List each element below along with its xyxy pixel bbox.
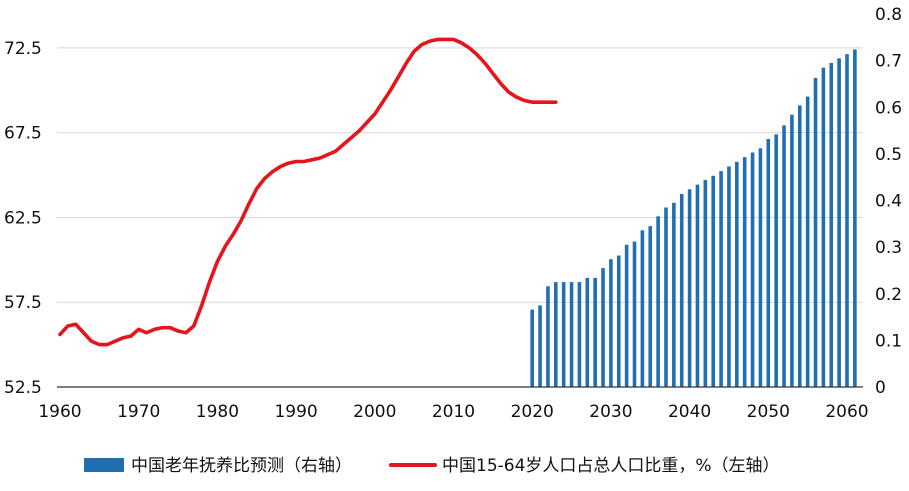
left-tick-label: 57.5 [4, 293, 42, 313]
bar-2035 [648, 226, 653, 387]
bar-2032 [624, 244, 629, 387]
bar-2061 [853, 49, 857, 387]
left-tick-label: 67.5 [4, 124, 42, 144]
legend-swatch-bar [84, 458, 124, 472]
bar-2022 [546, 286, 550, 387]
x-tick-label: 2030 [589, 402, 632, 422]
left-tick-label: 72.5 [4, 39, 42, 59]
right-tick-label: 0.6 [875, 98, 902, 118]
bar-2042 [703, 179, 708, 387]
x-tick-label: 2020 [511, 402, 554, 422]
bar-2053 [790, 114, 794, 388]
right-tick-label: 0.2 [875, 285, 902, 305]
bar-2060 [845, 54, 849, 387]
right-tick-label: 0.7 [875, 52, 902, 72]
x-tick-label: 2060 [825, 402, 868, 422]
bar-2028 [593, 277, 597, 387]
right-tick-label: 0 [875, 378, 886, 398]
bar-2027 [585, 277, 590, 387]
bar-2037 [664, 207, 668, 387]
right-tick-label: 0.1 [875, 331, 902, 351]
bar-2021 [538, 305, 542, 387]
legend-label-line: 中国15-64岁人口占总人口比重，%（左轴） [442, 456, 780, 476]
bar-2020 [530, 309, 534, 387]
bar-2039 [679, 193, 684, 387]
bar-2029 [601, 268, 605, 387]
bar-2057 [821, 67, 826, 388]
left-tick-label: 52.5 [4, 378, 42, 398]
legend-label-bars: 中国老年抚养比预测（右轴） [131, 456, 352, 476]
left-tick-label: 62.5 [4, 208, 42, 228]
bar-2052 [782, 125, 786, 388]
bar-2043 [711, 175, 716, 387]
bar-2051 [774, 134, 778, 387]
left-axis-ticks: 52.5 57.5 62.5 67.5 72.5 [4, 39, 42, 398]
bar-2047 [742, 157, 747, 387]
bar-2036 [656, 216, 660, 387]
bar-2059 [837, 58, 841, 387]
bar-2024 [561, 282, 566, 387]
bar-2023 [554, 282, 558, 387]
bar-2031 [616, 255, 621, 387]
bar-2048 [750, 152, 755, 387]
bar-2050 [766, 138, 771, 387]
legend: 中国老年抚养比预测（右轴） 中国15-64岁人口占总人口比重，%（左轴） [84, 456, 780, 476]
bar-2049 [758, 148, 763, 387]
right-tick-label: 0.4 [875, 192, 902, 212]
right-tick-label: 0.8 [875, 5, 902, 25]
x-tick-label: 1990 [274, 402, 317, 422]
bar-2056 [813, 77, 818, 387]
bar-2030 [609, 259, 613, 387]
bar-2040 [687, 189, 692, 387]
x-tick-label: 2000 [353, 402, 396, 422]
bar-2046 [735, 161, 739, 387]
bar-2034 [640, 230, 645, 387]
x-tick-label: 2010 [432, 402, 475, 422]
bar-2044 [719, 171, 723, 387]
bar-2041 [695, 184, 700, 387]
x-tick-label: 1970 [117, 402, 160, 422]
x-tick-label: 1960 [38, 402, 81, 422]
line-series [58, 37, 558, 347]
bar-2058 [829, 62, 834, 388]
line-path [58, 37, 558, 347]
bar-series [530, 49, 857, 388]
bar-2026 [577, 282, 582, 387]
gridlines [57, 47, 863, 303]
bar-2033 [632, 241, 637, 387]
x-axis-ticks: 1960 1970 1980 1990 2000 2010 2020 2030 2040 2050… [38, 402, 868, 422]
bar-2025 [569, 282, 574, 387]
bar-2054 [797, 105, 802, 387]
x-tick-label: 1980 [196, 402, 239, 422]
x-tick-label: 2050 [747, 402, 790, 422]
bar-2045 [727, 166, 731, 387]
right-tick-label: 0.5 [875, 145, 902, 165]
bar-2055 [805, 96, 810, 387]
x-tick-label: 2040 [668, 402, 711, 422]
right-axis-ticks: 0 0.1 0.2 0.3 0.4 0.5 0.6 0.7 0.8 [875, 5, 902, 398]
right-tick-label: 0.3 [875, 238, 902, 258]
bar-2038 [672, 202, 676, 387]
